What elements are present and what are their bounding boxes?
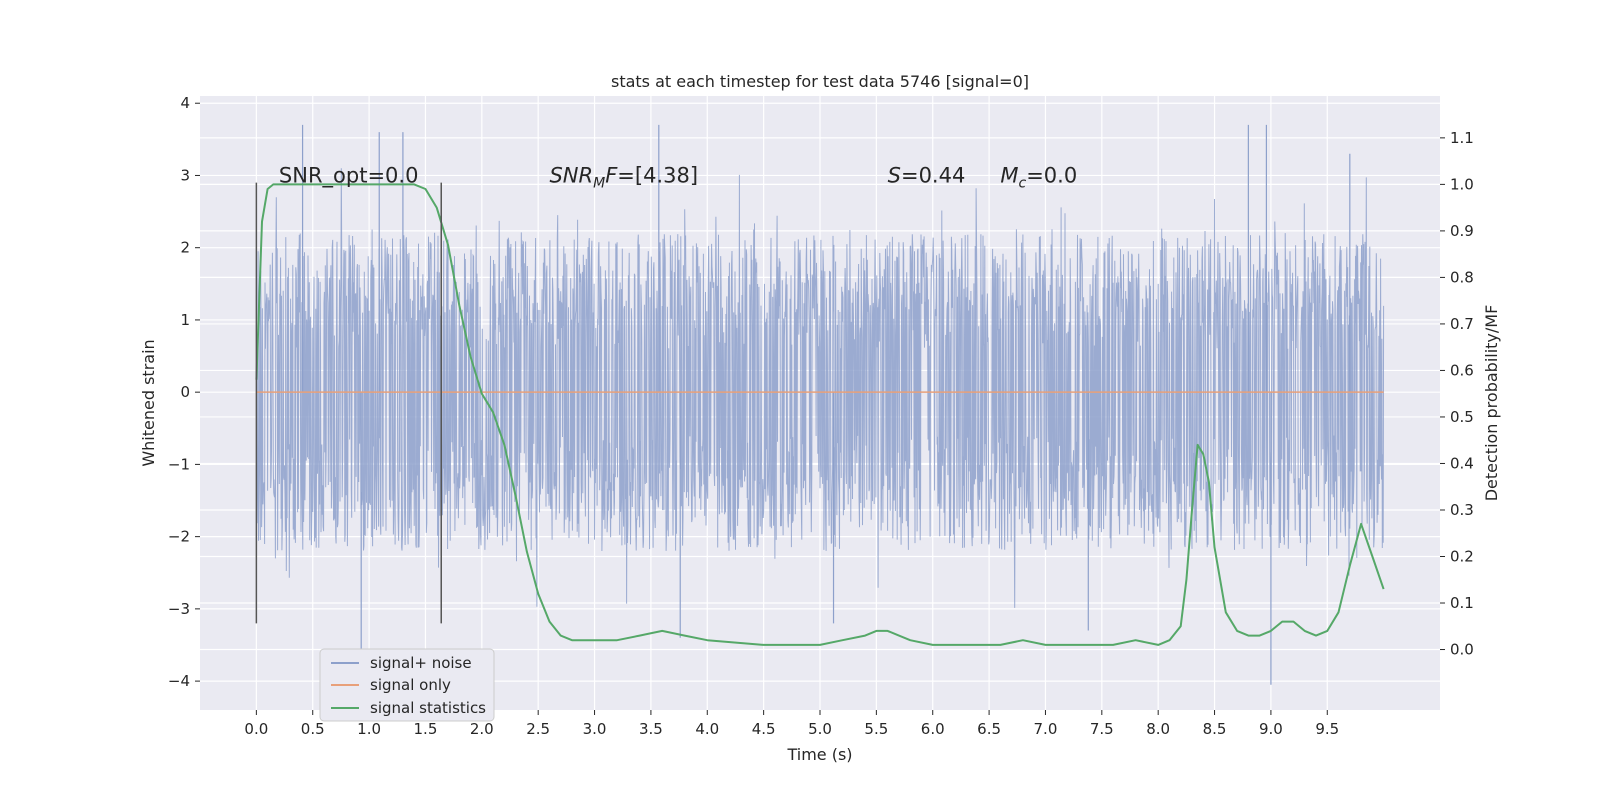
y-right-tick-label-3: 0.3 — [1450, 501, 1474, 519]
x-tick-label-3: 1.5 — [414, 720, 438, 738]
y-right-axis-ticks: 0.0 0.1 0.2 0.3 0.4 0.5 0.6 0.7 0.8 0.9 1.0 1.1 — [1440, 129, 1474, 659]
x-tick-label-0: 0.0 — [244, 720, 268, 738]
legend: signal+ noise signal only signal statist… — [319, 648, 495, 722]
x-tick-label-15: 7.5 — [1090, 720, 1114, 738]
y-right-tick-label-6: 0.6 — [1450, 361, 1474, 379]
x-tick-label-8: 4.0 — [695, 720, 719, 738]
x-tick-label-14: 7.0 — [1034, 720, 1058, 738]
y-right-tick-label-0: 0.0 — [1450, 641, 1474, 659]
x-tick-label-11: 5.5 — [864, 720, 888, 738]
y-left-tick-label-5: 1 — [180, 311, 190, 329]
y-left-axis-ticks: −4 −3 −2 −1 0 1 2 3 4 — [168, 94, 200, 690]
y-right-tick-label-4: 0.4 — [1450, 454, 1474, 472]
vertical-marker-lines — [255, 182, 442, 624]
signal-noise-trace — [255, 168, 1385, 608]
x-tick-label-12: 6.0 — [921, 720, 945, 738]
legend-box — [319, 648, 495, 722]
x-tick-label-16: 8.0 — [1146, 720, 1170, 738]
x-tick-label-19: 9.5 — [1315, 720, 1339, 738]
annotation-0: SNR_opt=0.0 — [279, 163, 419, 188]
y-left-tick-label-3: −1 — [168, 455, 190, 473]
annotation-2: S=0.44 — [888, 163, 966, 187]
y-right-tick-label-1: 0.1 — [1450, 594, 1474, 612]
x-tick-label-9: 4.5 — [752, 720, 776, 738]
x-tick-label-4: 2.0 — [470, 720, 494, 738]
annotation-3: Mc=0.0 — [1000, 163, 1077, 191]
x-tick-label-1: 0.5 — [301, 720, 325, 738]
legend-label-signal-only: signal only — [370, 676, 451, 694]
y-left-tick-label-0: −4 — [168, 672, 190, 690]
y-right-tick-label-2: 0.2 — [1450, 548, 1474, 566]
x-tick-label-2: 1.0 — [357, 720, 381, 738]
x-tick-label-18: 9.0 — [1259, 720, 1283, 738]
x-tick-label-6: 3.0 — [583, 720, 607, 738]
y-right-tick-label-7: 0.7 — [1450, 315, 1474, 333]
x-tick-label-10: 5.0 — [808, 720, 832, 738]
annotation-1: SNRMF=[4.38] — [549, 163, 698, 191]
x-axis-label: Time (s) — [786, 745, 852, 764]
series-signal-noise — [255, 124, 1385, 685]
x-tick-label-7: 3.5 — [639, 720, 663, 738]
x-axis-ticks: 0.0 0.5 1.0 1.5 2.0 2.5 3.0 3.5 4.0 4.5 5.0 5.5 6.0 6… — [244, 710, 1339, 738]
y-right-tick-label-10: 1.0 — [1450, 175, 1474, 193]
x-tick-label-13: 6.5 — [977, 720, 1001, 738]
y-right-axis-label: Detection probability/MF — [1482, 305, 1501, 502]
y-left-tick-label-1: −3 — [168, 600, 190, 618]
y-left-tick-label-4: 0 — [180, 383, 190, 401]
y-left-axis-label: Whitened strain — [139, 339, 158, 466]
y-left-tick-label-2: −2 — [168, 528, 190, 546]
annotations: SNR_opt=0.0 SNRMF=[4.38] S=0.44 Mc=0.0 — [279, 163, 1077, 191]
y-right-tick-label-9: 0.9 — [1450, 222, 1474, 240]
y-left-tick-label-8: 4 — [180, 94, 190, 112]
signal-statistics-line — [255, 183, 1385, 646]
series-signal-statistics — [255, 183, 1385, 646]
y-right-tick-label-5: 0.5 — [1450, 408, 1474, 426]
legend-label-signal-noise: signal+ noise — [370, 654, 472, 672]
y-left-tick-label-7: 3 — [180, 166, 190, 184]
y-right-tick-label-8: 0.8 — [1450, 268, 1474, 286]
x-tick-label-17: 8.5 — [1203, 720, 1227, 738]
chart-title: stats at each timestep for test data 574… — [611, 72, 1029, 91]
legend-label-signal-statistics: signal statistics — [370, 699, 486, 717]
y-right-tick-label-11: 1.1 — [1450, 129, 1474, 147]
x-tick-label-5: 2.5 — [526, 720, 550, 738]
y-left-tick-label-6: 2 — [180, 239, 190, 257]
